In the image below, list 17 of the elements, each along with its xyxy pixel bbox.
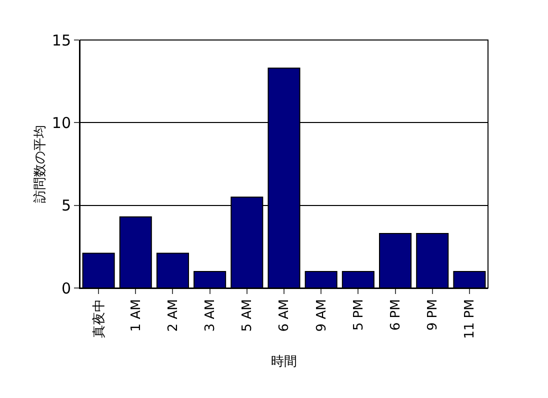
y-axis-title: 訪問数の平均: [33, 125, 48, 203]
y-tick-label: 10: [52, 114, 71, 132]
x-tick-label: 6 PM: [388, 299, 404, 331]
x-tick-label: 3 AM: [203, 299, 218, 332]
x-axis-title: 時間: [271, 354, 297, 370]
x-tick-label: 6 AM: [277, 299, 292, 332]
x-tick-label: 9 AM: [314, 299, 330, 332]
x-tick-label: 11 PM: [462, 299, 478, 339]
x-tick-label: 5 AM: [240, 299, 256, 332]
x-tick-label: 1 AM: [128, 299, 144, 332]
y-tick-label: 15: [52, 31, 71, 50]
y-tick-label: 5: [61, 196, 71, 215]
y-tick-label: 0: [61, 279, 71, 298]
x-tick-label: 2 AM: [166, 299, 181, 332]
x-tick-label: 5 PM: [351, 299, 366, 331]
x-tick-label: 9 PM: [426, 299, 441, 331]
x-tick-label: 真夜中: [90, 299, 107, 338]
